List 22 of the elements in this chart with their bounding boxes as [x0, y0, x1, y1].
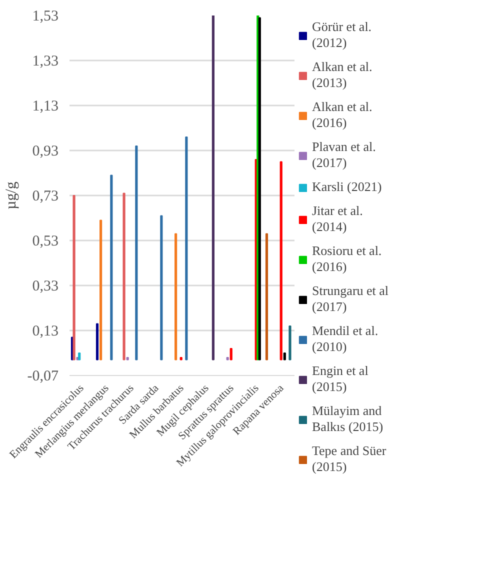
legend-label: Görür et al. (2012) [312, 19, 372, 51]
y-tick-label: 0,93 [32, 144, 58, 160]
y-tick-label: 0,53 [32, 234, 58, 250]
legend-label: Strungaru et al (2017) [312, 283, 389, 315]
y-tick-label: 1,33 [32, 54, 58, 70]
legend-label: Rosioru et al. (2016) [312, 243, 382, 275]
y-tick-label: 0,73 [32, 188, 58, 204]
legend-label: Mendil et al. (2010) [312, 323, 378, 355]
legend-label: Plavan et al. (2017) [312, 139, 376, 171]
legend-label: Karsli (2021) [312, 179, 382, 195]
y-axis-title: µg/g [3, 181, 20, 210]
y-tick-label: 0,33 [32, 278, 58, 294]
legend-label: Engin et al (2015) [312, 363, 368, 395]
y-tick-label: 0,13 [32, 324, 58, 340]
legend-label: Alkan et al. (2013) [312, 59, 372, 91]
y-tick-label: 1,13 [32, 98, 58, 114]
y-tick-label: -0,07 [27, 368, 59, 384]
legend-label: Alkan et al. (2016) [312, 99, 372, 131]
legend-label: Mülayim and Balkıs (2015) [312, 403, 384, 435]
legend-label: Tepe and Süer (2015) [312, 443, 386, 475]
legend-label: Jitar et al. (2014) [312, 203, 363, 235]
y-tick-label: 1,53 [32, 8, 58, 24]
